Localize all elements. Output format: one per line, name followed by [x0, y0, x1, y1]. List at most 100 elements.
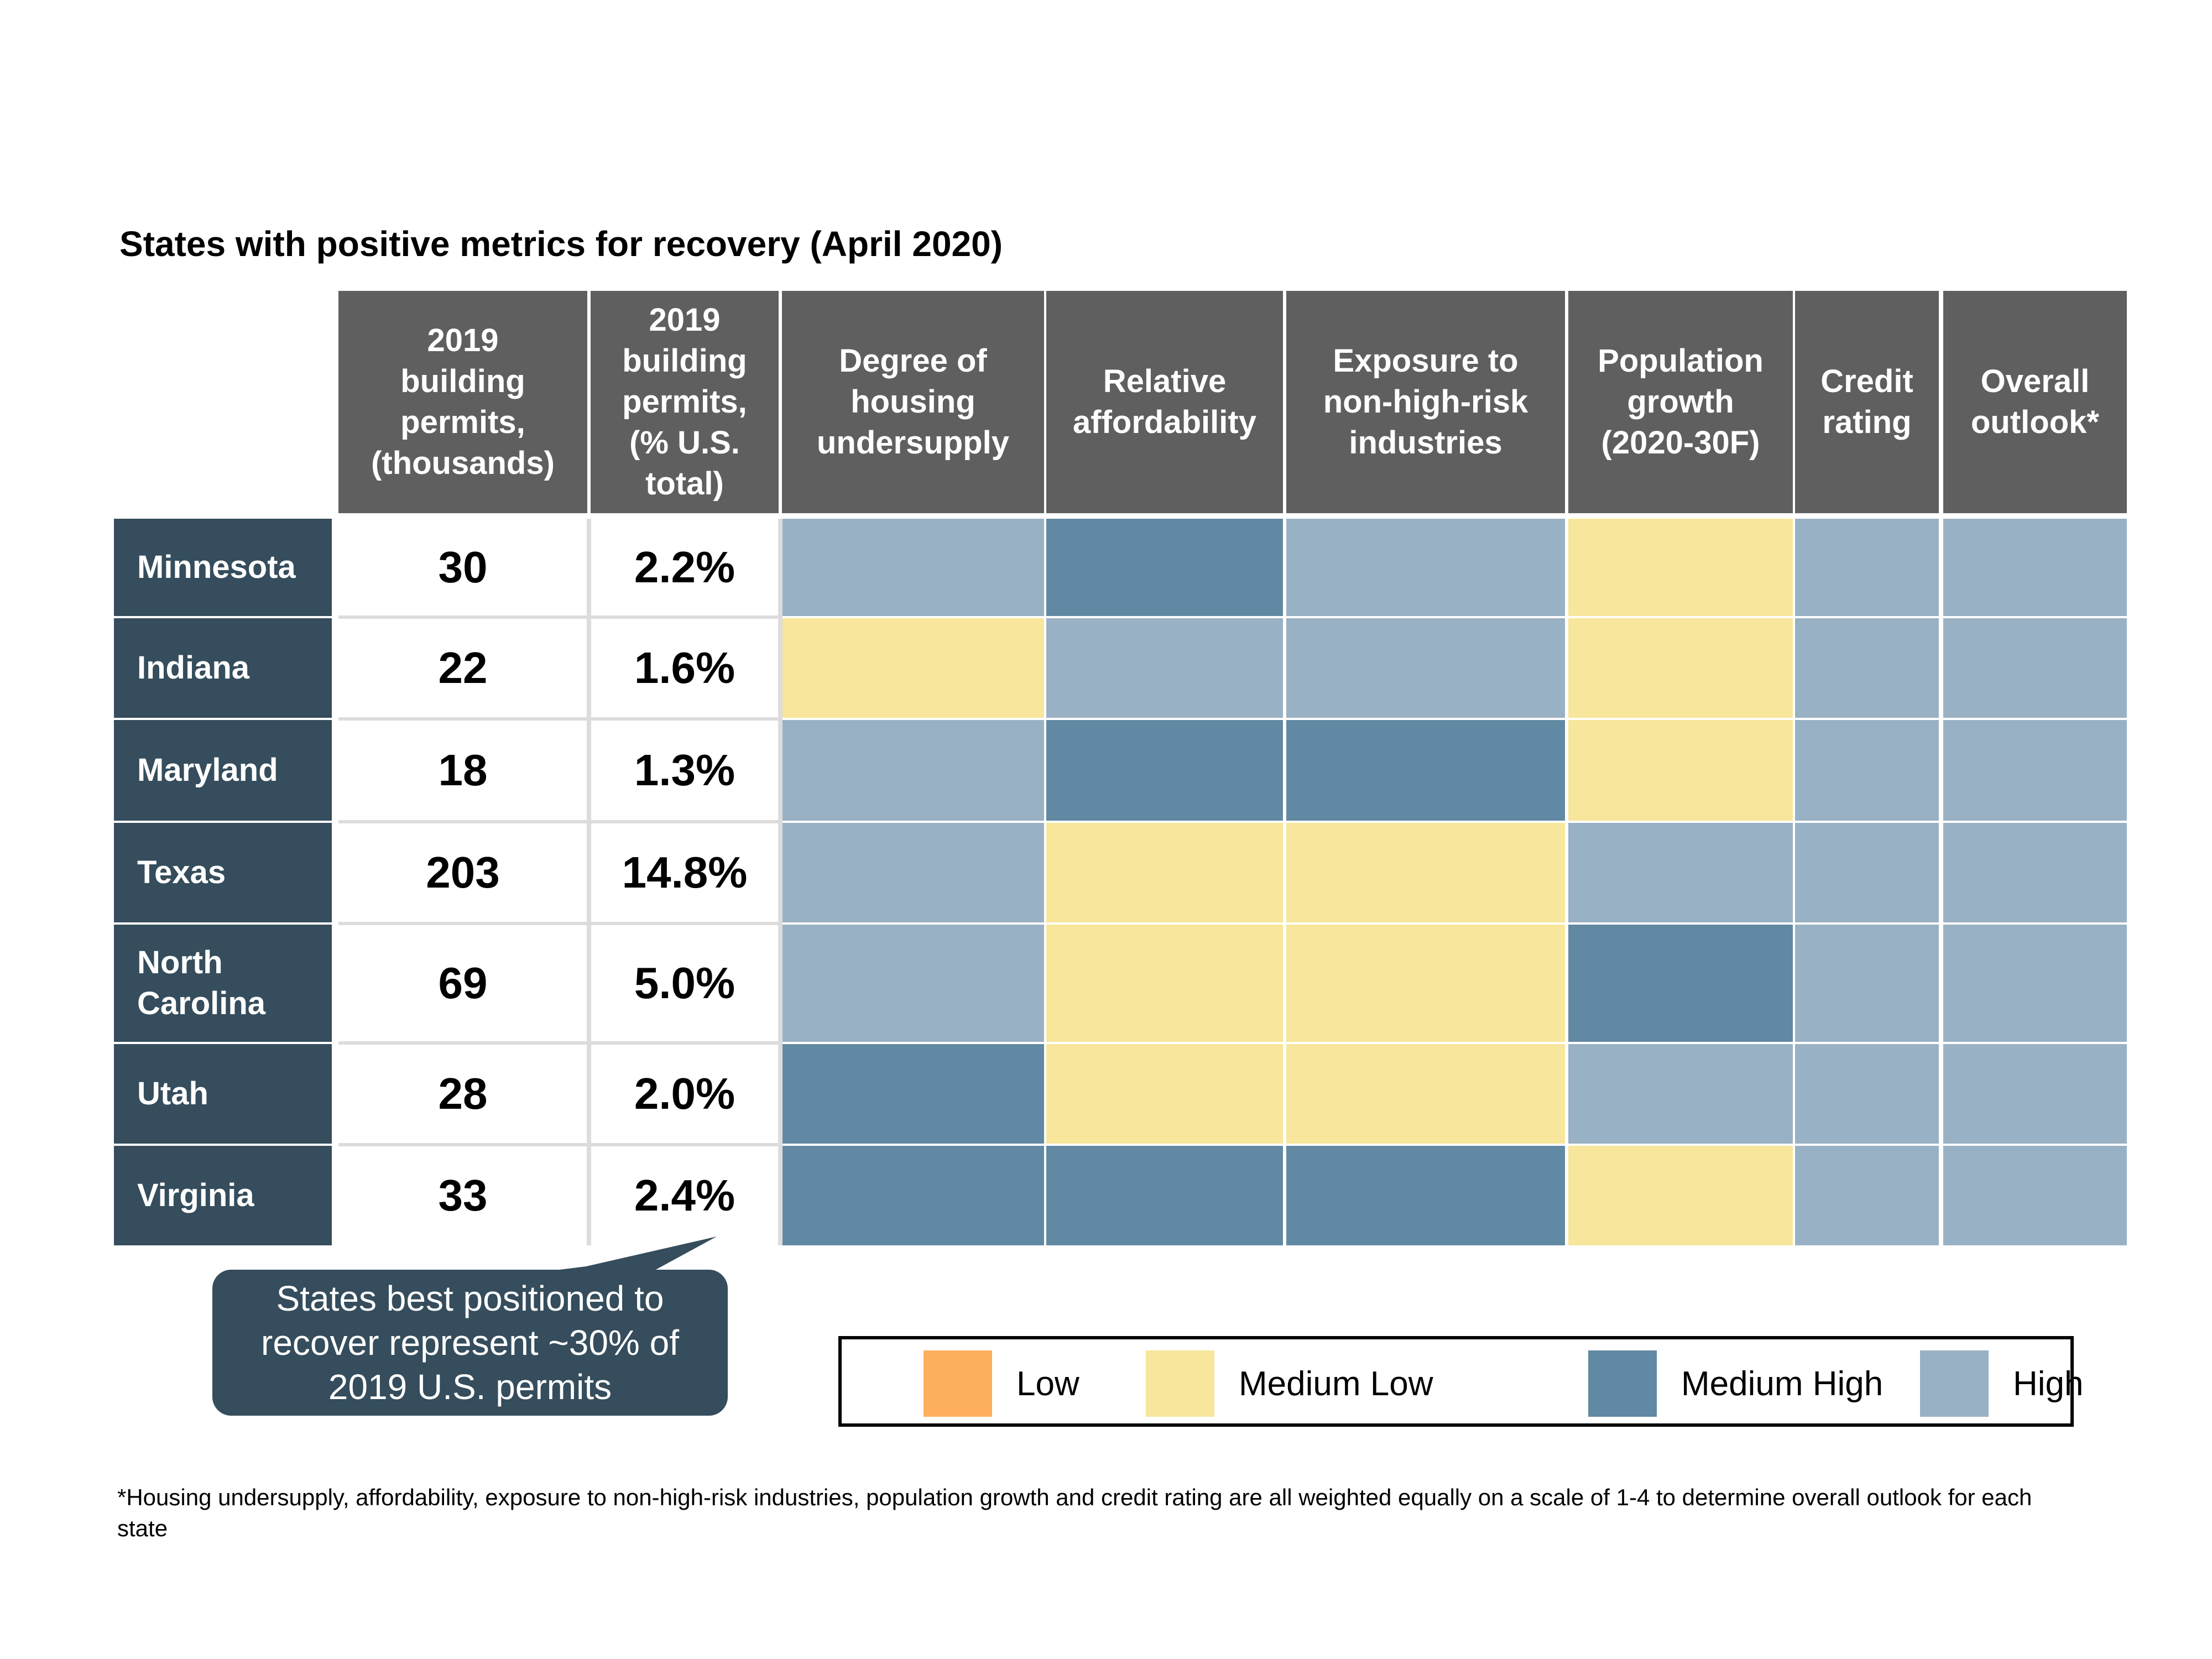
state-label: North Carolina [114, 925, 332, 1042]
rating-cell [782, 720, 1044, 821]
column-header-line: Relative [1103, 363, 1227, 399]
rating-cell [1046, 823, 1283, 922]
legend-item: High [1920, 1350, 2084, 1417]
rating-cell [1046, 925, 1283, 1042]
rating-cell [1568, 1044, 1793, 1144]
column-header-line: industries [1349, 425, 1503, 461]
column-header-line: building [622, 343, 747, 379]
rating-cell [1795, 925, 1939, 1042]
rating-cell [782, 1146, 1044, 1245]
rating-cell [1046, 720, 1283, 821]
column-header: Relative affordability [1046, 291, 1283, 513]
column-divider [778, 519, 782, 1245]
legend-swatch [1920, 1350, 1989, 1417]
column-header-line: 2019 [427, 322, 499, 358]
column-header-line: growth [1627, 384, 1734, 420]
footnote: *Housing undersupply, affordability, exp… [117, 1484, 2032, 1541]
rating-cell [1046, 1146, 1283, 1245]
column-header-line: affordability [1073, 404, 1256, 440]
row-divider [338, 1143, 779, 1146]
legend-item: Medium High [1588, 1350, 1883, 1417]
rating-cell [1286, 823, 1565, 922]
rating-cell [1046, 618, 1283, 718]
rating-cell [1795, 1146, 1939, 1245]
rating-cell [1795, 720, 1939, 821]
permits-percent-value: 2.2% [591, 519, 779, 616]
rating-cell [1286, 519, 1565, 616]
column-header: Credit rating [1795, 291, 1939, 513]
permits-thousands-value: 69 [338, 925, 587, 1042]
column-header: Population growth (2020-30F) [1568, 291, 1793, 513]
column-header: Degree of housing undersupply [782, 291, 1044, 513]
legend-label: Low [1016, 1364, 1079, 1403]
rating-cell [1286, 1146, 1565, 1245]
state-label: Indiana [114, 618, 332, 718]
legend-item: Low [924, 1350, 1079, 1417]
rating-cell [1568, 1146, 1793, 1245]
column-header: Exposure to non-high-risk industries [1286, 291, 1565, 513]
column-header-line: building [400, 363, 525, 399]
rating-cell [1568, 925, 1793, 1042]
callout-text: States best positioned to recover represe… [261, 1276, 679, 1409]
column-header-line: undersupply [816, 425, 1010, 461]
column-header-line: (thousands) [371, 445, 555, 481]
legend-label: Medium Low [1239, 1364, 1433, 1403]
permits-thousands-value: 30 [338, 519, 587, 616]
column-header: 2019 building permits, (% U.S. total) [591, 291, 779, 513]
column-header: Overall outlook* [1943, 291, 2127, 513]
column-header-line: 2019 [649, 302, 721, 338]
state-name: Carolina [137, 985, 266, 1021]
callout-line: recover represent ~30% of [261, 1323, 679, 1363]
rating-cell [1795, 823, 1939, 922]
state-name: Minnesota [137, 549, 296, 585]
permits-percent-value: 5.0% [591, 925, 779, 1042]
rating-cell [1943, 823, 2127, 922]
rating-cell [782, 925, 1044, 1042]
legend-swatch [924, 1350, 992, 1417]
state-label: Texas [114, 823, 332, 922]
permits-percent-value: 14.8% [591, 823, 779, 922]
row-divider [338, 820, 779, 823]
rating-cell [1286, 1044, 1565, 1144]
column-header-line: total) [645, 466, 724, 502]
rating-cell [1943, 925, 2127, 1042]
permits-percent-value: 2.4% [591, 1146, 779, 1245]
row-divider [338, 922, 779, 925]
column-header-line: Exposure to [1333, 343, 1519, 379]
rating-cell [1943, 519, 2127, 616]
legend-swatch [1146, 1350, 1214, 1417]
callout-line: States best positioned to [276, 1279, 664, 1318]
permits-thousands-value: 203 [338, 823, 587, 922]
column-header-line: permits, [622, 384, 747, 420]
column-header-line: (% U.S. [629, 425, 740, 461]
permits-percent-value: 1.6% [591, 618, 779, 718]
permits-thousands-value: 28 [338, 1044, 587, 1144]
rating-cell [1286, 618, 1565, 718]
rating-cell [1046, 519, 1283, 616]
rating-cell [1286, 720, 1565, 821]
legend: Low Medium Low Medium High High [838, 1336, 2084, 1427]
rating-cell [1943, 618, 2127, 718]
state-name: Texas [137, 854, 226, 890]
column-header: 2019 building permits, (thousands) [338, 291, 587, 513]
permits-thousands-value: 33 [338, 1146, 587, 1245]
permits-percent-value: 1.3% [591, 720, 779, 821]
permits-thousands-value: 18 [338, 720, 587, 821]
column-header-line: permits, [400, 404, 525, 440]
legend-swatch [1588, 1350, 1657, 1417]
legend-item: Medium Low [1146, 1350, 1433, 1417]
state-name: Indiana [137, 650, 250, 686]
column-header-line: outlook* [1971, 404, 2099, 440]
permits-percent-value: 2.0% [591, 1044, 779, 1144]
rating-cell [1286, 925, 1565, 1042]
column-header-line: Credit [1820, 363, 1913, 399]
rating-cell [1046, 1044, 1283, 1144]
rating-cell [1943, 1044, 2127, 1144]
state-label: Virginia [114, 1146, 332, 1245]
rating-cell [1795, 618, 1939, 718]
rating-cell [1795, 1044, 1939, 1144]
column-header-line: Degree of [839, 343, 987, 379]
rating-cell [1943, 720, 2127, 821]
state-name: North [137, 945, 223, 980]
